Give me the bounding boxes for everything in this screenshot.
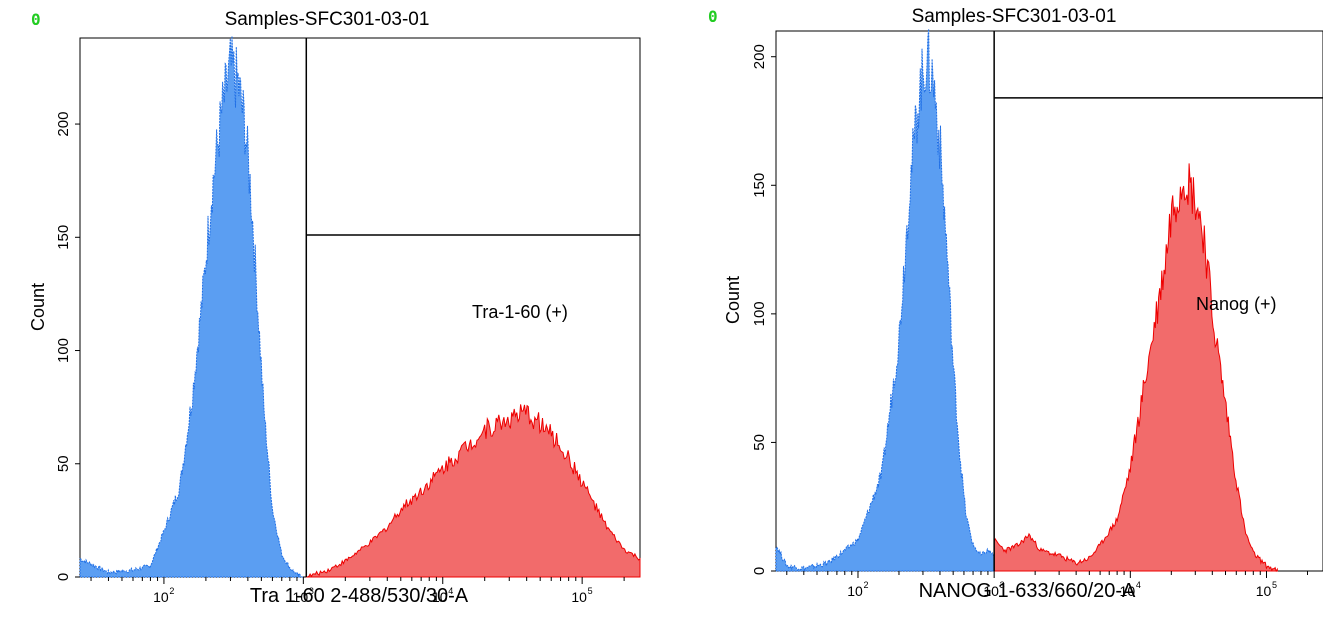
y-tick-label: 100 — [751, 301, 768, 326]
y-tick-label: 200 — [55, 112, 72, 137]
histogram-panel-1: 0 Samples-SFC301-03-01 Tra-1-60 (+) 0 50 1… — [28, 9, 641, 607]
x-tick-label: 10 — [153, 589, 169, 605]
x-tick-exponent: 4 — [448, 586, 453, 596]
y-tick-label: 200 — [751, 44, 768, 69]
x-axis: 10 2 10 3 10 4 10 5 — [90, 577, 625, 605]
x-tick-exponent: 2 — [169, 586, 174, 596]
negative-histogram — [775, 28, 995, 573]
y-tick-label: 50 — [55, 455, 72, 472]
y-tick-label: 100 — [55, 338, 72, 363]
x-tick-exponent: 2 — [863, 580, 868, 590]
x-axis-label: NANOG 1-633/660/20-A — [919, 580, 1136, 602]
gate-label: Tra-1-60 (+) — [472, 302, 568, 322]
x-tick-exponent: 4 — [1136, 580, 1141, 590]
negative-histogram — [79, 36, 304, 578]
histogram-panel-2: 0 Samples-SFC301-03-01 Nanog (+) 0 50 100 1… — [708, 6, 1323, 602]
x-tick-label: 10 — [432, 589, 448, 605]
y-tick-label: 0 — [55, 573, 72, 581]
x-axis-label: Tra 1-60 2-488/530/30-A — [250, 585, 469, 607]
x-tick-exponent: 5 — [1272, 580, 1277, 590]
x-tick-label: 10 — [293, 589, 309, 605]
x-tick-label: 10 — [1256, 583, 1272, 599]
y-axis: 0 50 100 150 200 — [751, 44, 776, 575]
y-tick-label: 150 — [55, 225, 72, 250]
y-axis-label: Count — [723, 276, 743, 324]
corner-marker: 0 — [31, 10, 41, 29]
plot-title: Samples-SFC301-03-01 — [912, 6, 1117, 27]
positive-histogram — [993, 163, 1278, 573]
x-tick-label: 10 — [847, 583, 863, 599]
corner-marker: 0 — [708, 7, 718, 26]
series-layer — [775, 28, 1278, 573]
x-tick-label: 10 — [983, 583, 999, 599]
x-axis: 10 2 10 3 10 4 10 5 — [786, 571, 1308, 599]
y-tick-label: 150 — [751, 173, 768, 198]
series-layer — [79, 36, 641, 578]
gate-layer — [993, 31, 1323, 571]
x-tick-label: 10 — [571, 589, 587, 605]
y-axis-label: Count — [28, 283, 48, 331]
x-tick-exponent: 3 — [309, 586, 314, 596]
x-tick-label: 10 — [1120, 583, 1136, 599]
y-tick-label: 50 — [751, 434, 768, 451]
x-tick-exponent: 3 — [1000, 580, 1005, 590]
positive-histogram — [305, 404, 641, 578]
x-tick-exponent: 5 — [588, 586, 593, 596]
gate-label: Nanog (+) — [1196, 294, 1277, 314]
gate-layer — [305, 38, 640, 577]
y-axis: 0 50 100 150 200 — [55, 112, 80, 581]
y-tick-label: 0 — [751, 567, 768, 575]
plot-title: Samples-SFC301-03-01 — [225, 9, 430, 30]
